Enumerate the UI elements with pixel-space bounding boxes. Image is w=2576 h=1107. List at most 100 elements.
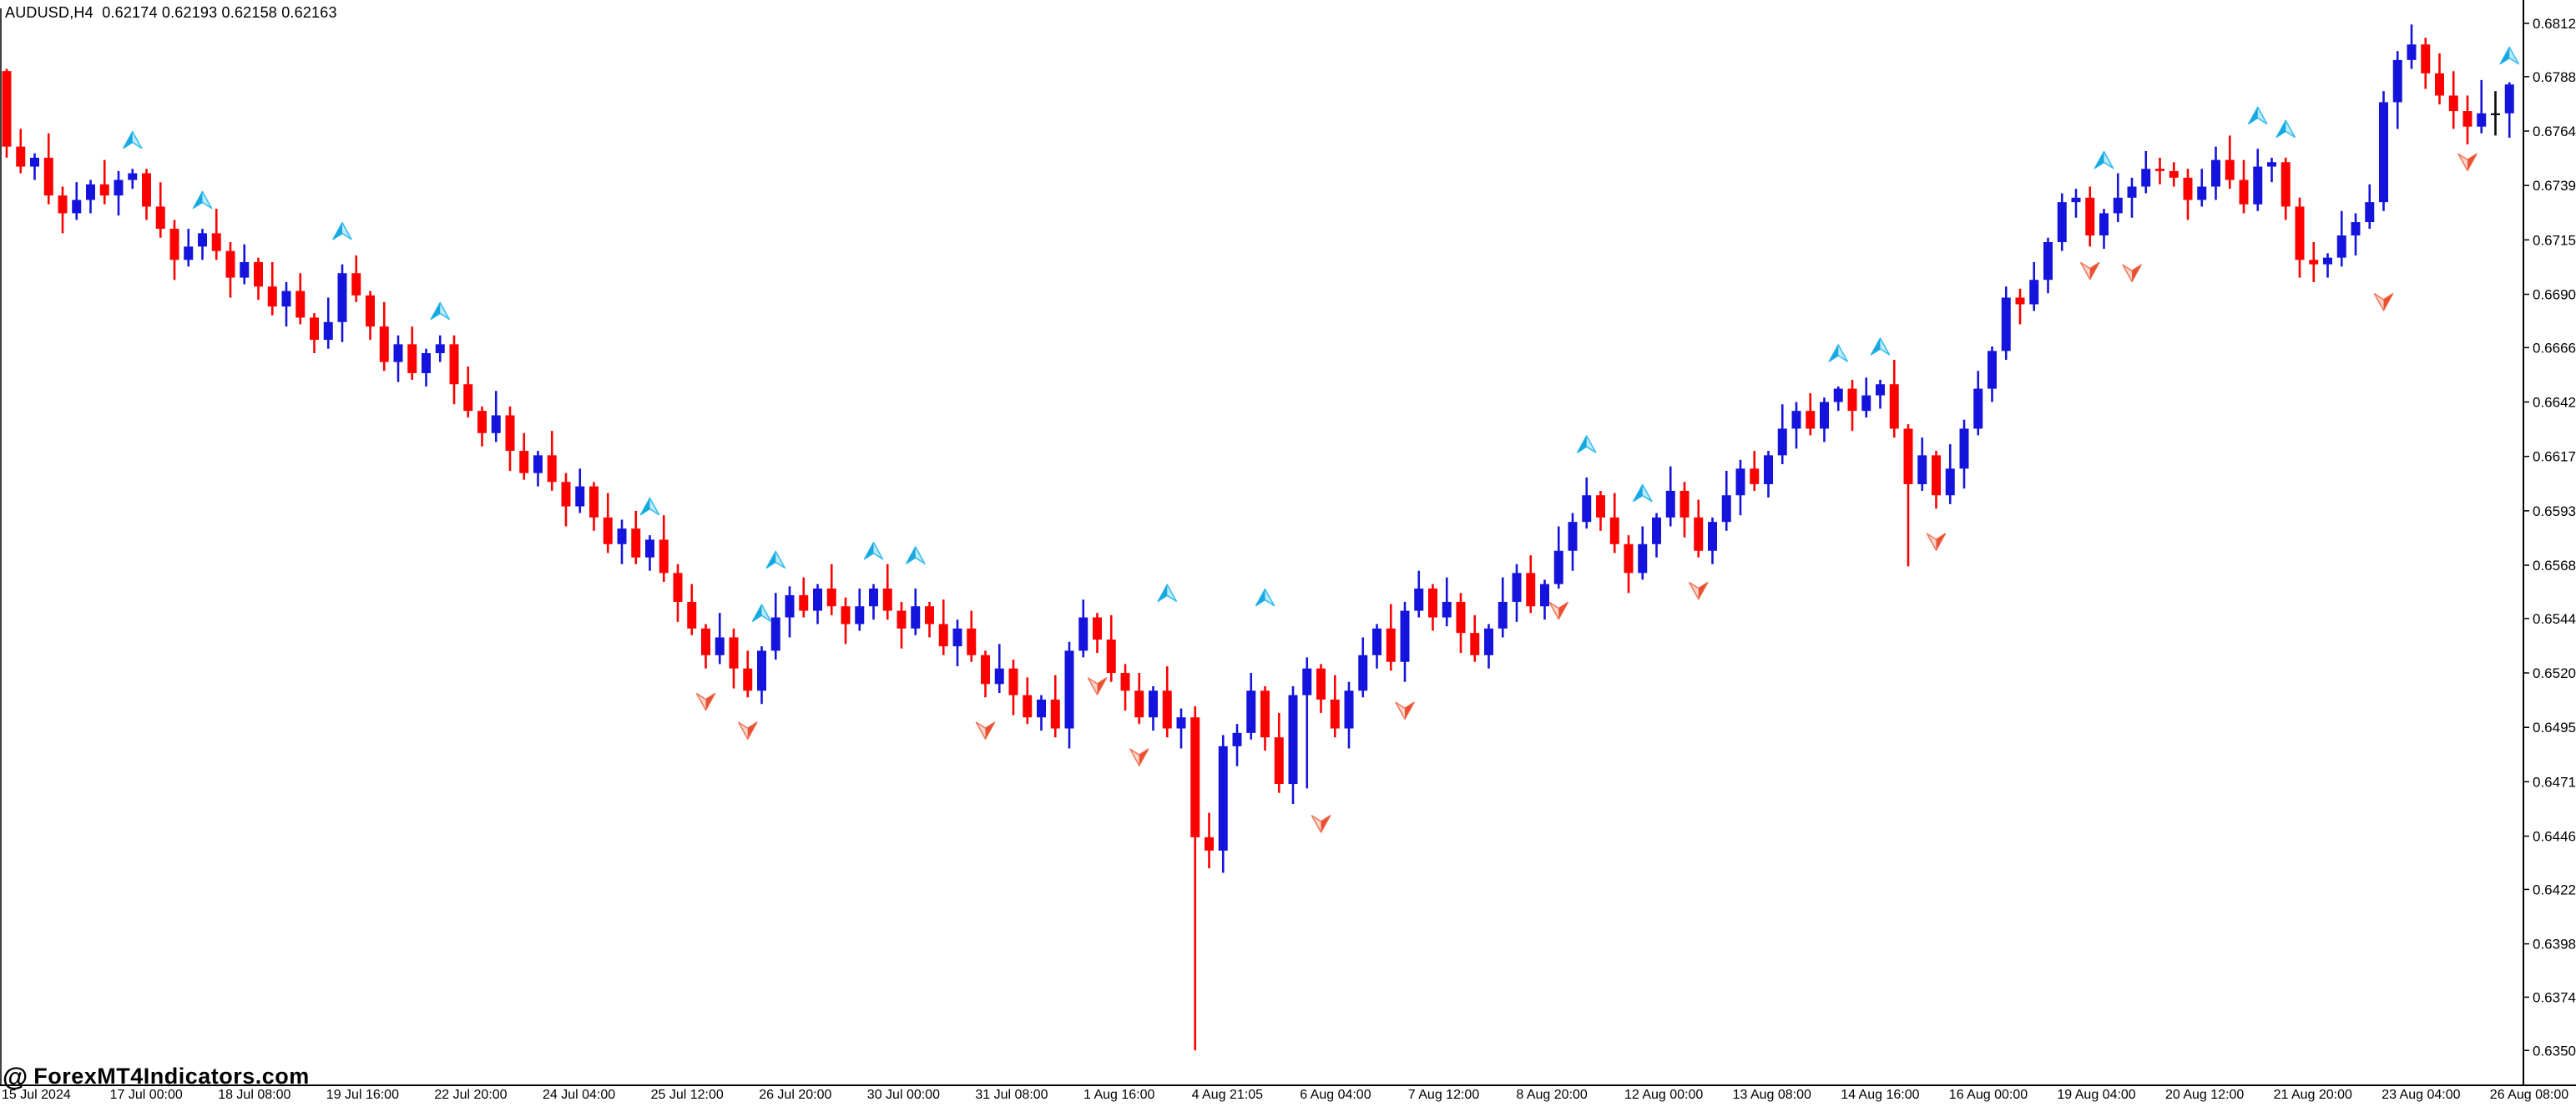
candle-body xyxy=(30,157,39,167)
candle-body xyxy=(1134,690,1144,718)
price-tick-label: 0.63500 xyxy=(2533,1043,2576,1059)
down-arrow-wing xyxy=(1321,815,1331,832)
candle-body xyxy=(225,250,235,278)
candle-body xyxy=(169,229,179,260)
candle-body xyxy=(2407,44,2417,60)
candle-body xyxy=(1372,628,1381,655)
up-arrow-wing xyxy=(431,302,441,320)
candle-body xyxy=(1568,522,1578,551)
candle-body xyxy=(1205,837,1214,851)
candle-body xyxy=(715,637,725,655)
candle-body xyxy=(1582,495,1592,523)
candle-body xyxy=(1959,428,1969,469)
candle-body xyxy=(1162,690,1172,729)
candle-body xyxy=(1861,395,1871,412)
up-arrow-wing xyxy=(123,131,133,149)
candle-body xyxy=(645,539,654,558)
candle-body xyxy=(393,344,403,362)
candle-body xyxy=(1330,699,1340,729)
time-tick-label: 26 Jul 20:00 xyxy=(759,1088,831,1102)
candle-body xyxy=(2001,297,2011,351)
up-arrow-wing xyxy=(2276,120,2286,138)
candle-body xyxy=(1442,601,1452,618)
candle-body xyxy=(2295,206,2305,260)
candle-body xyxy=(1246,690,1256,733)
candle-body xyxy=(1526,573,1536,607)
up-arrow-wing xyxy=(1255,589,1265,606)
time-tick-label: 22 Jul 20:00 xyxy=(434,1088,507,1102)
candle-body xyxy=(1386,628,1396,662)
candle-body xyxy=(1652,517,1661,544)
time-tick-label: 30 Jul 00:00 xyxy=(867,1088,940,1102)
candle-body xyxy=(1721,495,1731,523)
candle-body xyxy=(2323,257,2332,265)
down-arrow-wing xyxy=(1698,582,1708,599)
candle-body xyxy=(2462,111,2472,127)
candle-body xyxy=(2477,113,2487,127)
candle-body xyxy=(1428,588,1437,618)
down-arrow-wing xyxy=(2383,293,2393,311)
time-tick-label: 12 Aug 00:00 xyxy=(1624,1088,1703,1102)
candle-body xyxy=(254,261,263,287)
time-axis[interactable]: 15 Jul 2024 17 Jul 00:00 18 Jul 08:00 19 Ju… xyxy=(2,1088,2568,1102)
time-tick-label: 23 Aug 04:00 xyxy=(2382,1088,2460,1102)
candle-body xyxy=(240,261,250,278)
price-tick-label: 0.66665 xyxy=(2533,340,2576,356)
price-tick-label: 0.64465 xyxy=(2533,829,2576,845)
candle-body xyxy=(1400,610,1410,662)
candle-body xyxy=(1596,495,1605,518)
candle-body xyxy=(673,573,683,602)
candle-body xyxy=(505,415,515,452)
down-arrow-wing xyxy=(2132,265,2141,282)
candle-body xyxy=(2225,159,2235,180)
candle-body xyxy=(337,273,347,322)
candle-body xyxy=(2448,95,2458,112)
up-arrow-wing xyxy=(2094,151,2104,169)
candle-body xyxy=(770,617,780,651)
candle-body xyxy=(1050,699,1060,729)
candle-body xyxy=(86,184,95,200)
candle-body xyxy=(463,384,473,412)
candle-body xyxy=(1149,690,1158,718)
down-arrow-wing xyxy=(1097,678,1107,695)
down-arrow-wing xyxy=(747,722,757,740)
candle-body xyxy=(184,246,194,260)
time-tick-label: 6 Aug 04:00 xyxy=(1300,1088,1371,1102)
candle-body xyxy=(911,606,921,629)
candle-body xyxy=(155,206,165,230)
candle-body xyxy=(1932,455,1941,496)
candle-body xyxy=(1093,617,1102,640)
candle-body xyxy=(2379,102,2388,203)
candle-body xyxy=(99,184,109,196)
candles-layer xyxy=(2,24,2514,1051)
candle-body xyxy=(295,291,306,318)
candle-body xyxy=(2435,73,2444,96)
candle-body xyxy=(1624,543,1634,574)
candle-body xyxy=(1917,455,1927,484)
at-icon: @ xyxy=(3,1062,28,1091)
down-arrow-wing xyxy=(1558,602,1568,619)
symbol-quote-line: AUDUSD,H4 0.62174 0.62193 0.62158 0.6216… xyxy=(5,4,337,21)
time-tick-label: 4 Aug 21:05 xyxy=(1192,1088,1264,1102)
candle-body xyxy=(2336,235,2346,258)
candle-body xyxy=(1176,717,1186,729)
candle-body xyxy=(1023,695,1033,718)
candle-body xyxy=(561,482,571,507)
down-arrow-wing xyxy=(1936,533,1946,551)
signal-arrows-layer xyxy=(122,46,2520,833)
time-tick-label: 26 Aug 08:00 xyxy=(2490,1088,2568,1102)
candle-body xyxy=(826,588,836,607)
candle-body xyxy=(1945,468,1955,496)
candle-body xyxy=(142,173,151,207)
candle-body xyxy=(2309,260,2319,265)
candle-body xyxy=(366,295,375,327)
time-tick-label: 1 Aug 16:00 xyxy=(1083,1088,1155,1102)
up-arrow-wing xyxy=(1871,338,1881,356)
price-tick-label: 0.64225 xyxy=(2533,882,2576,897)
